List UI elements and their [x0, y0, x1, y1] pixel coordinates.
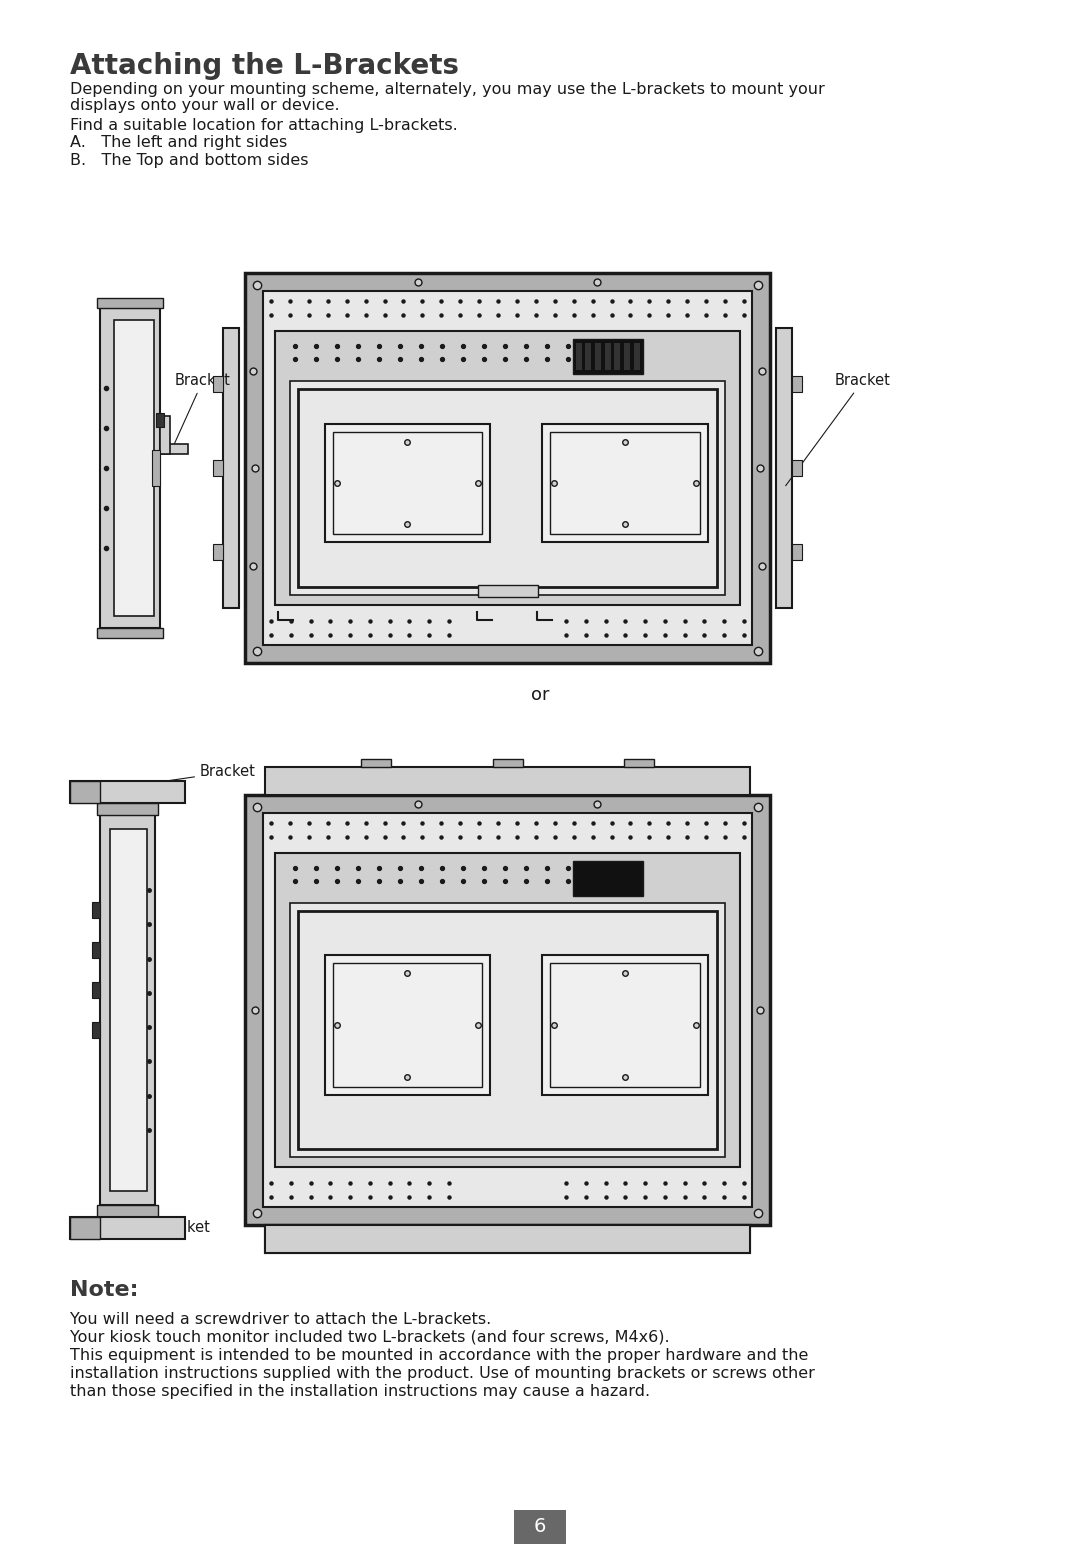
Bar — [477, 585, 538, 597]
Text: You will need a screwdriver to attach the L-brackets.: You will need a screwdriver to attach th… — [70, 1311, 491, 1327]
Bar — [492, 760, 523, 767]
Text: or: or — [530, 686, 550, 703]
Bar — [70, 782, 100, 803]
Bar — [777, 328, 792, 608]
Bar — [361, 760, 391, 767]
Text: displays onto your wall or device.: displays onto your wall or device. — [70, 98, 339, 113]
Bar — [213, 377, 222, 392]
Bar — [551, 431, 700, 535]
Bar — [634, 342, 639, 370]
Bar — [97, 1205, 158, 1218]
Bar — [542, 424, 707, 542]
Bar — [605, 342, 610, 370]
Text: Find a suitable location for attaching L-brackets.: Find a suitable location for attaching L… — [70, 117, 458, 133]
Text: 6: 6 — [534, 1518, 546, 1536]
Bar — [92, 942, 100, 958]
Bar — [514, 1510, 566, 1544]
Bar — [97, 803, 158, 814]
Text: A.   The left and right sides: A. The left and right sides — [70, 134, 287, 150]
Bar — [572, 339, 643, 374]
Bar — [265, 767, 750, 796]
Bar — [572, 861, 643, 896]
Bar — [160, 444, 188, 453]
Text: B.   The Top and bottom sides: B. The Top and bottom sides — [70, 153, 309, 167]
Bar — [160, 416, 170, 453]
Text: than those specified in the installation instructions may cause a hazard.: than those specified in the installation… — [70, 1383, 650, 1399]
Bar — [615, 342, 620, 370]
Text: This equipment is intended to be mounted in accordance with the proper hardware : This equipment is intended to be mounted… — [70, 1347, 808, 1363]
Bar — [291, 381, 725, 596]
Bar — [100, 308, 160, 628]
Text: installation instructions supplied with the product. Use of mounting brackets or: installation instructions supplied with … — [70, 1366, 815, 1382]
Bar — [114, 320, 154, 616]
Bar — [264, 291, 752, 646]
Bar — [325, 955, 490, 1094]
Text: Depending on your mounting scheme, alternately, you may use the L-brackets to mo: Depending on your mounting scheme, alter… — [70, 81, 825, 97]
Bar — [551, 963, 700, 1086]
Text: Bracket: Bracket — [173, 374, 231, 447]
Bar — [624, 760, 653, 767]
Bar — [595, 342, 600, 370]
Bar — [291, 903, 725, 1157]
Bar — [624, 342, 630, 370]
Bar — [265, 1225, 750, 1254]
Bar — [152, 450, 160, 486]
Bar — [97, 628, 163, 638]
Bar — [792, 377, 802, 392]
Text: Bracket: Bracket — [72, 1221, 211, 1235]
Bar — [100, 814, 156, 1205]
Bar — [325, 424, 490, 542]
Bar — [298, 389, 717, 588]
Bar — [70, 782, 185, 803]
Bar — [792, 544, 802, 560]
Bar — [333, 431, 482, 535]
Bar — [245, 274, 770, 663]
Bar — [585, 342, 591, 370]
Text: Attaching the L-Brackets: Attaching the L-Brackets — [70, 52, 459, 80]
Bar — [542, 955, 707, 1094]
Bar — [213, 544, 222, 560]
Bar — [70, 1218, 185, 1239]
Text: Bracket: Bracket — [785, 374, 891, 486]
Bar — [245, 796, 770, 1225]
Bar — [213, 460, 222, 477]
Bar — [792, 460, 802, 477]
Bar — [576, 342, 581, 370]
Bar — [156, 413, 164, 427]
Bar — [92, 982, 100, 999]
Bar — [222, 328, 239, 608]
Bar — [265, 1225, 750, 1254]
Bar — [92, 902, 100, 917]
Bar — [70, 1218, 100, 1239]
Text: Bracket: Bracket — [72, 764, 256, 794]
Bar — [92, 1022, 100, 1038]
Bar — [110, 828, 147, 1191]
Bar — [97, 299, 163, 308]
Bar — [298, 911, 717, 1149]
Bar — [264, 813, 752, 1207]
Text: Note:: Note: — [70, 1280, 138, 1300]
Bar — [333, 963, 482, 1086]
Text: Your kiosk touch monitor included two L-brackets (and four screws, M4x6).: Your kiosk touch monitor included two L-… — [70, 1330, 670, 1346]
Bar — [275, 853, 740, 1168]
Bar — [275, 331, 740, 605]
